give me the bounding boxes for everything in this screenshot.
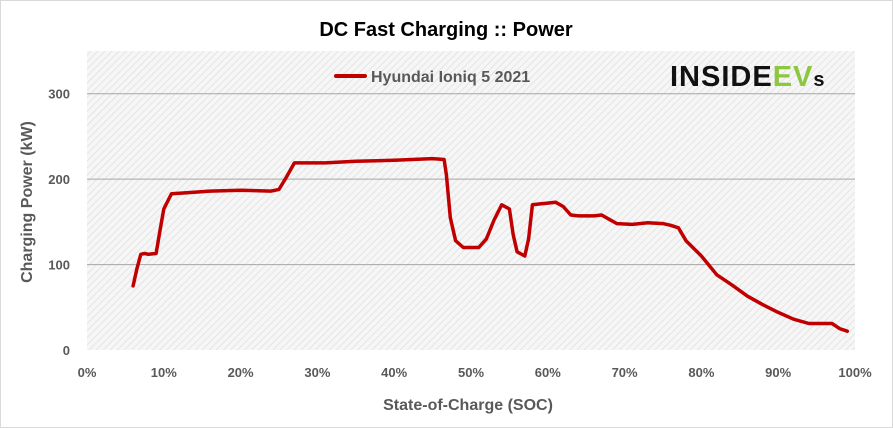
- y-tick-label: 0: [63, 343, 70, 358]
- x-tick-label: 20%: [228, 365, 254, 380]
- y-tick-label: 100: [48, 258, 70, 273]
- x-axis-ticks: 0% 10% 20% 30% 40% 50% 60% 70% 80% 90% 100%: [78, 365, 872, 380]
- x-tick-label: 40%: [381, 365, 407, 380]
- y-axis-ticks: 0 100 200 300: [48, 87, 70, 358]
- x-tick-label: 30%: [304, 365, 330, 380]
- x-tick-label: 100%: [838, 365, 872, 380]
- legend-label: Hyundai Ioniq 5 2021: [371, 69, 530, 86]
- insideevs-logo: INSIDEEVs: [670, 61, 826, 93]
- y-tick-label: 200: [48, 172, 70, 187]
- gridlines: [87, 93, 855, 266]
- x-axis-label: State-of-Charge (SOC): [383, 397, 553, 414]
- y-tick-label: 300: [48, 87, 70, 102]
- x-tick-label: 10%: [151, 365, 177, 380]
- x-tick-label: 90%: [765, 365, 791, 380]
- legend: Hyundai Ioniq 5 2021: [334, 69, 530, 86]
- x-tick-label: 0%: [78, 365, 97, 380]
- chart-title: DC Fast Charging :: Power: [319, 19, 573, 41]
- logo-text: INSIDEEVs: [670, 61, 826, 93]
- x-tick-label: 80%: [688, 365, 714, 380]
- plot-area: [87, 51, 855, 350]
- x-tick-label: 70%: [612, 365, 638, 380]
- x-tick-label: 50%: [458, 365, 484, 380]
- x-tick-label: 60%: [535, 365, 561, 380]
- series-line-hyundai-ioniq-5-2021: [131, 156, 850, 333]
- y-axis-label: Charging Power (kW): [19, 121, 36, 283]
